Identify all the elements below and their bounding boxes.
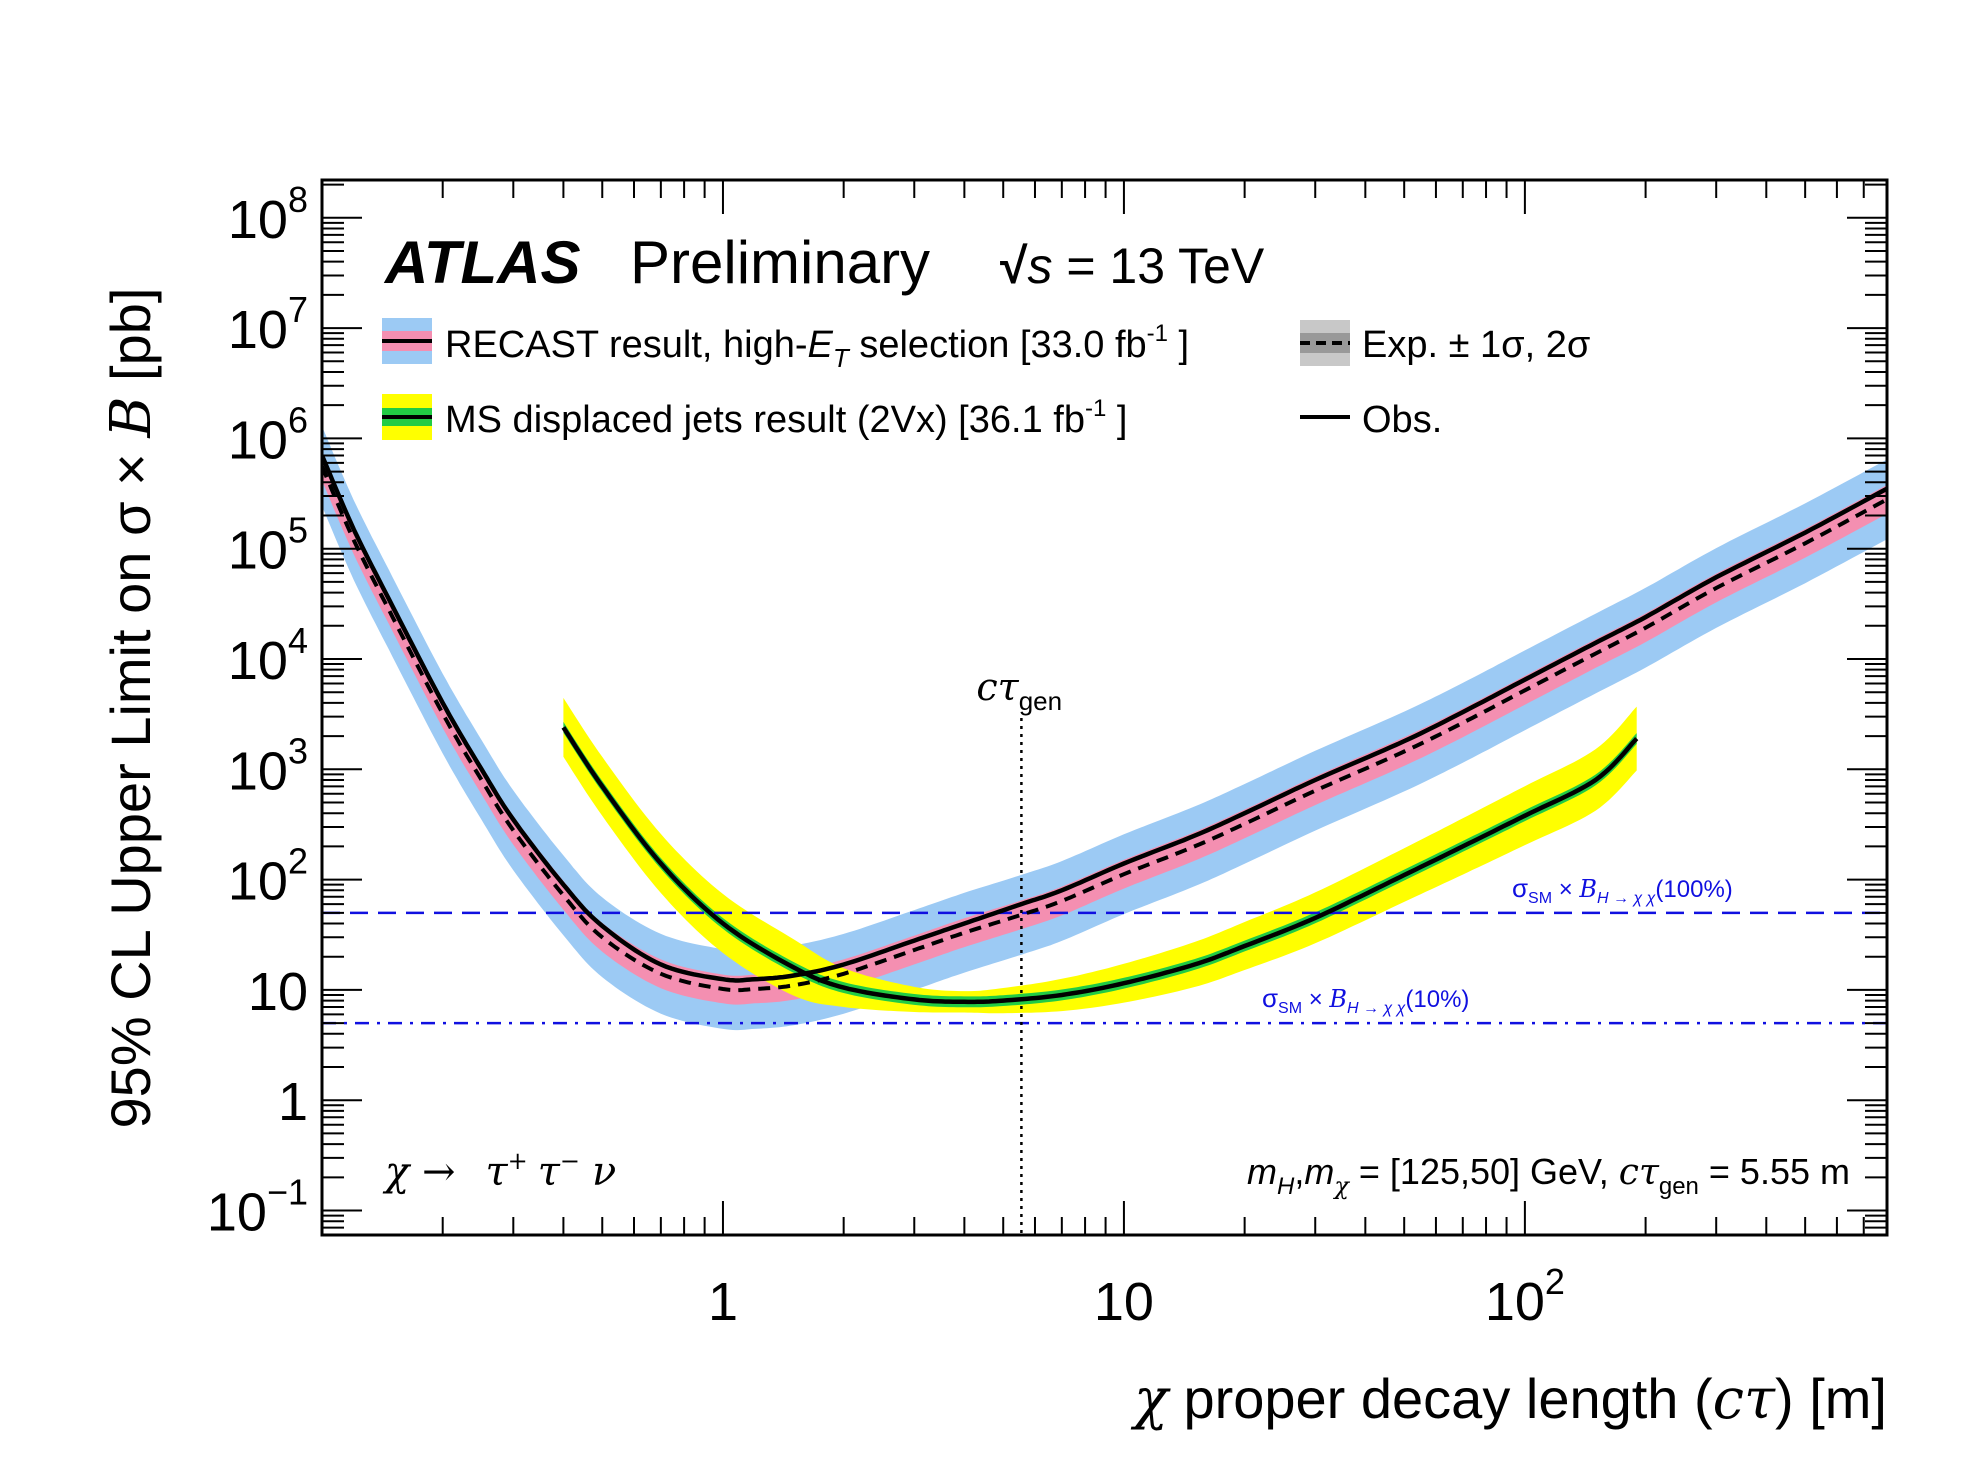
recast-observed-line	[322, 454, 1887, 983]
tick-labels: 1 10 102 10−1 1 10 102 103 104 105 106 107 108	[207, 179, 1565, 1332]
preliminary-label: Preliminary	[630, 229, 930, 296]
legend-observed: Obs.	[1300, 399, 1442, 441]
y-tick-label: 104	[228, 620, 308, 691]
svg-text:RECAST result, high-ET selecti: RECAST result, high-ET selection [33.0 f…	[445, 320, 1189, 373]
atlas-label: ATLAS	[383, 229, 581, 296]
uncertainty-bands	[322, 426, 1887, 1031]
ctau-gen-marker: cτgen	[976, 665, 1062, 1235]
y-tick-label: 103	[228, 730, 308, 801]
ms-band-2sigma	[563, 697, 1637, 1014]
reference-label-100pct: σSM × BH → χ χ(100%)	[1512, 873, 1733, 907]
y-tick-label: 102	[228, 841, 308, 912]
x-axis-label: χ proper decay length (cτ) [m]	[1130, 1367, 1887, 1432]
reference-lines	[322, 911, 1887, 1025]
ctau-gen-label: cτgen	[976, 665, 1062, 716]
mass-label: mH,mχ = [125,50] GeV, cτgen = 5.55 m	[1247, 1151, 1850, 1200]
svg-text:MS displaced jets result (2Vx): MS displaced jets result (2Vx) [36.1 fb-…	[445, 395, 1127, 441]
y-tick-label: 107	[228, 289, 308, 360]
experiment-header: ATLAS Preliminary √s = 13 TeV	[383, 229, 1265, 296]
svg-text:Exp. ± 1σ, 2σ: Exp. ± 1σ, 2σ	[1362, 324, 1590, 366]
axis-ticks	[321, 180, 1888, 1236]
x-tick-label: 1	[708, 1272, 738, 1332]
recast-band-2sigma	[322, 426, 1887, 1031]
y-tick-label: 106	[228, 399, 308, 470]
energy-label: √s = 13 TeV	[1000, 238, 1265, 294]
x-tick-label: 10	[1094, 1272, 1154, 1332]
limit-curves	[322, 454, 1887, 1005]
y-tick-label: 108	[228, 179, 308, 250]
reference-label-10pct: σSM × BH → χ χ(10%)	[1262, 983, 1469, 1017]
x-tick-label: 102	[1485, 1261, 1565, 1332]
y-tick-label: 10	[248, 962, 308, 1022]
recast-band-1sigma	[322, 451, 1887, 1005]
y-axis-label: 95% CL Upper Limit on σ × B [pb]	[99, 288, 164, 1129]
y-tick-label: 1	[278, 1072, 308, 1132]
plot-frame	[320, 178, 1889, 1237]
legend: RECAST result, high-ET selection [33.0 f…	[382, 318, 1590, 441]
legend-expected: Exp. ± 1σ, 2σ	[1300, 320, 1590, 366]
svg-text:Obs.: Obs.	[1362, 399, 1442, 441]
ms-observed-line	[561, 726, 1639, 1005]
recast-expected-line	[322, 465, 1887, 993]
legend-recast: RECAST result, high-ET selection [33.0 f…	[382, 318, 1189, 373]
decay-mode-label: χ → τ+ τ− ν	[382, 1147, 616, 1195]
y-tick-label: 10−1	[207, 1172, 308, 1243]
y-tick-label: 105	[228, 510, 308, 581]
legend-ms: MS displaced jets result (2Vx) [36.1 fb-…	[382, 394, 1127, 441]
